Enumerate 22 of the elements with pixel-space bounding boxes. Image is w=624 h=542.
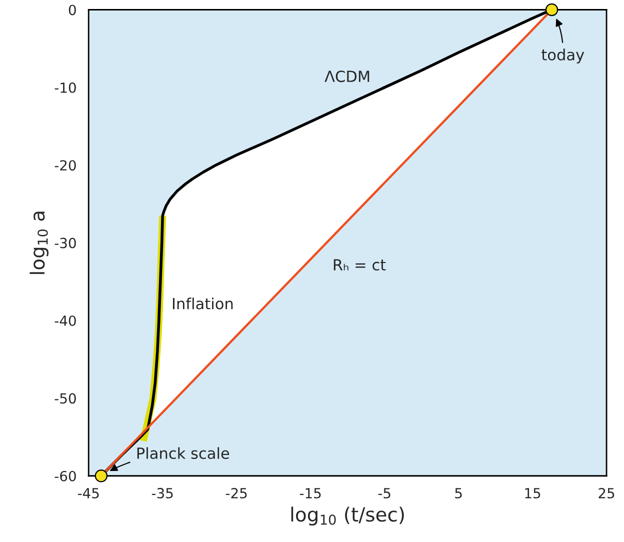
x-tick-label: -45 [78,488,99,498]
y-tick-label: -10 [54,82,76,93]
series-label: Rₕ = ct [334,259,386,271]
x-axis-title: log$_{10}$ (t/sec) [291,506,404,526]
x-tick-label: 5 [455,488,462,498]
annotation: today [542,48,584,64]
series-label: ΛCDM [324,70,370,82]
y-tick-label: -50 [54,393,76,404]
y-tick-label: -40 [54,315,76,326]
y-tick-label: -60 [54,470,76,482]
y-tick-label: 0 [68,4,76,16]
y-tick-label: -30 [54,238,76,248]
x-tick-label: 15 [525,488,540,498]
series-label: Inflation [172,298,233,310]
x-tick-label: -25 [226,488,247,498]
annotation: Planck scale [137,447,230,460]
x-tick-label: -5 [378,488,390,498]
x-tick-label: -35 [152,488,173,498]
y-axis-title: log$_{10}$ a [30,212,49,274]
x-tick-label: 25 [598,488,614,498]
y-tick-label: -20 [54,160,76,171]
x-tick-label: -15 [300,488,321,498]
